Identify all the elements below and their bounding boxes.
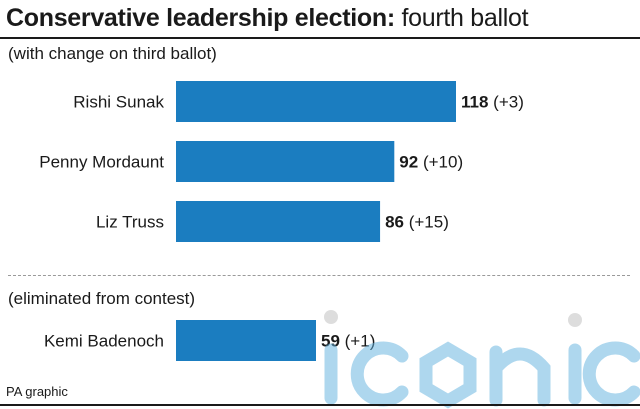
- eliminated-divider: [8, 275, 630, 276]
- eliminated-note: (eliminated from contest): [8, 289, 196, 308]
- category-label: Liz Truss: [96, 213, 164, 232]
- category-label: Penny Mordaunt: [39, 153, 164, 172]
- bar-rishi-sunak: [176, 81, 456, 122]
- value-label: 86 (+15): [385, 213, 449, 232]
- bar-kemi-badenoch: [176, 320, 316, 361]
- bar-penny-mordaunt: [176, 141, 395, 182]
- category-label: Kemi Badenoch: [44, 332, 164, 351]
- chart-subtitle: (with change on third ballot): [8, 44, 217, 63]
- value-label: 92 (+10): [399, 153, 463, 172]
- title-bold: Conservative leadership election:: [6, 4, 395, 32]
- chart-title: Conservative leadership election: fourth…: [6, 2, 529, 34]
- source-credit: PA graphic: [6, 384, 68, 399]
- top-rule: [0, 37, 640, 39]
- bottom-rule: [0, 404, 640, 406]
- category-label: Rishi Sunak: [73, 93, 164, 112]
- value-label: 118 (+3): [461, 93, 524, 112]
- title-rest: fourth ballot: [401, 4, 529, 32]
- bar-liz-truss: [176, 201, 381, 242]
